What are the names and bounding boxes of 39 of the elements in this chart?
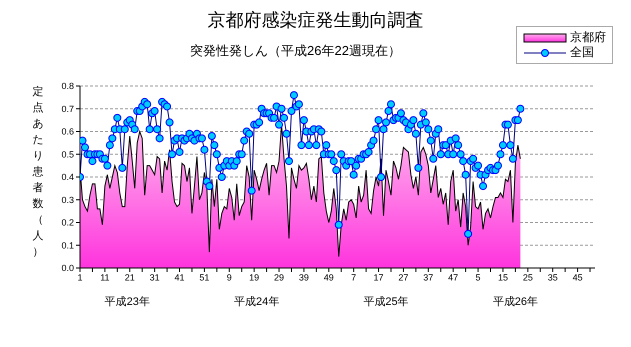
x-tick-label: 25 [522, 272, 533, 282]
y-tick-label: 0.3 [61, 194, 74, 205]
x-tick-label: 5 [476, 272, 481, 282]
x-tick-label: 41 [174, 272, 185, 282]
text: 平成26年 [492, 295, 539, 309]
x-tick-label: 51 [199, 272, 210, 282]
x-tick-label: 17 [374, 272, 384, 282]
chart-subtitle: 突発性発しん（平成26年22週現在） [190, 42, 401, 60]
x-tick-label: 15 [498, 272, 508, 282]
x-tick-label: 29 [274, 272, 284, 282]
legend-label: 京都府 [570, 29, 606, 46]
x-tick-label: 31 [150, 272, 160, 282]
x-tick-label: 27 [398, 272, 408, 282]
y-tick-label: 0.8 [61, 81, 74, 92]
y-tick-label: 0.2 [61, 218, 74, 228]
text: 平成23年 [104, 295, 151, 309]
x-tick-label: 7 [351, 272, 356, 282]
x-tick-label: 21 [124, 272, 135, 282]
text: 定点あたり患者数（人） [32, 86, 44, 258]
y-tick-label: 0.1 [61, 240, 74, 250]
y-tick-label: 0.6 [61, 126, 74, 137]
x-tick-label: 45 [572, 272, 583, 282]
x-tick-label: 11 [100, 272, 110, 282]
x-tick-label: 9 [226, 272, 232, 282]
x-tick-label: 39 [298, 272, 309, 282]
text: 平成25年 [362, 295, 410, 309]
x-tick-label: 47 [448, 272, 458, 282]
legend-label: 全国 [570, 44, 594, 61]
x-tick-label: 37 [423, 272, 434, 282]
y-tick-label: 0.0 [61, 263, 74, 274]
x-tick-label: 1 [77, 272, 83, 282]
x-tick-label: 35 [548, 272, 558, 282]
x-tick-label: 49 [324, 272, 334, 282]
x-tick-label: 19 [249, 272, 260, 282]
y-tick-label: 0.7 [61, 104, 74, 114]
chart-title: 京都府感染症発生動向調査 [208, 10, 424, 30]
y-tick-label: 0.5 [61, 149, 74, 160]
text: 平成24年 [233, 295, 280, 309]
y-tick-label: 0.4 [61, 172, 74, 182]
